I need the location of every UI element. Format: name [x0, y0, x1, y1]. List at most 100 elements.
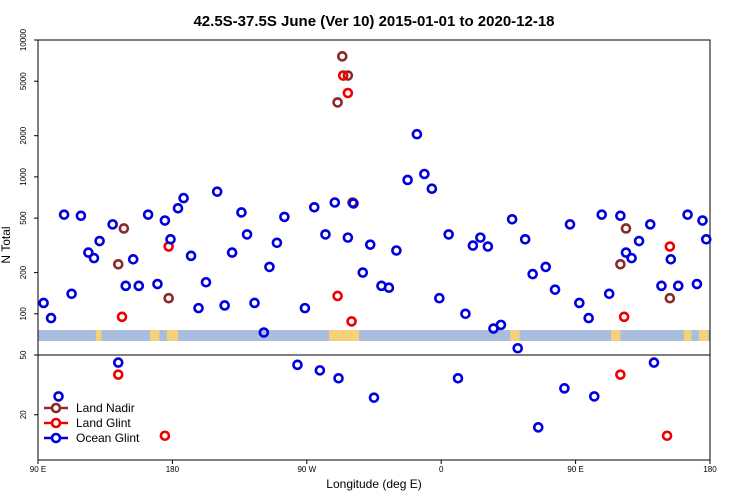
ocean-glint-point — [75, 210, 87, 222]
x-tick-label: 180 — [703, 465, 717, 474]
ocean-glint-point — [320, 229, 331, 240]
ocean-glint-point — [348, 198, 359, 209]
ocean-glint-point — [264, 261, 275, 273]
legend-marker — [50, 432, 62, 444]
y-tick-label: 50 — [19, 350, 28, 359]
y-tick-label: 1000 — [19, 167, 28, 185]
ocean-glint-point — [574, 297, 585, 309]
land-strip-segment — [150, 330, 160, 341]
land-nadir-point — [112, 258, 124, 270]
ocean-glint-point — [58, 209, 70, 220]
ocean-glint-point — [107, 219, 118, 230]
ocean-glint-point — [241, 229, 253, 240]
land-glint-point — [337, 70, 349, 81]
land-nadir-point — [336, 51, 348, 62]
land-glint-point — [346, 316, 357, 327]
legend-label: Land Nadir — [76, 401, 135, 415]
ocean-glint-point — [172, 202, 184, 214]
ocean-glint-point — [383, 282, 395, 294]
ocean-glint-point — [460, 308, 471, 320]
ocean-glint-point — [559, 383, 570, 394]
plot-frame — [37, 39, 711, 461]
land-strip-segment — [95, 330, 102, 341]
ocean-glint-point — [314, 365, 326, 376]
ocean-glint-point — [603, 288, 615, 300]
ocean-glint-point — [193, 302, 204, 314]
x-axis-title: Longitude (deg E) — [326, 477, 421, 491]
land-glint-point — [159, 430, 171, 442]
ocean-glint-point — [391, 245, 402, 256]
ocean-glint-point — [299, 302, 311, 314]
land-glint-point — [112, 369, 124, 380]
ocean-glint-point — [83, 247, 94, 258]
x-tick-label: 90 E — [567, 465, 583, 474]
ocean-glint-point — [682, 209, 693, 220]
ocean-glint-point — [292, 359, 303, 371]
ocean-glint-point — [53, 391, 64, 402]
ocean-glint-point — [88, 252, 100, 264]
land-nadir-point — [664, 292, 676, 304]
ocean-strip — [38, 330, 710, 341]
land-nadir-point — [163, 292, 174, 304]
ocean-glint-point — [549, 284, 561, 295]
ocean-glint-point — [112, 357, 124, 368]
ocean-glint-point — [434, 292, 445, 304]
ocean-glint-point — [271, 237, 283, 249]
ocean-glint-point — [342, 232, 354, 243]
land-strip-segment — [683, 330, 692, 341]
ocean-glint-point — [152, 278, 163, 290]
land-glint-point — [661, 430, 673, 442]
ocean-glint-point — [279, 211, 290, 223]
ocean-glint-point — [211, 186, 223, 197]
chart-title: 42.5S-37.5S June (Ver 10) 2015-01-01 to … — [193, 13, 554, 30]
y-axis-title: N Total — [0, 226, 13, 263]
ocean-glint-point — [127, 254, 139, 265]
land-glint-point — [664, 241, 676, 252]
ocean-glint-point — [583, 312, 594, 324]
land-nadir-point — [615, 258, 626, 270]
y-tick-label: 200 — [19, 265, 28, 279]
ocean-glint-point — [45, 312, 57, 324]
plot-area: 90 E 180 90 W 0 90 E 180 100 200 500 1000 2000 5000… — [19, 28, 717, 474]
ocean-glint-point — [665, 254, 677, 265]
land-nadir-point — [342, 70, 354, 81]
land-strip-segment — [510, 330, 520, 341]
y-tick-label: 20 — [19, 410, 28, 419]
ocean-glint-point — [364, 239, 376, 250]
land-glint-point — [116, 311, 128, 323]
ocean-glint-point — [308, 201, 320, 213]
ocean-glint-point — [697, 215, 708, 226]
land-strip-segment — [329, 330, 360, 341]
x-tick-label: 90 W — [297, 465, 316, 474]
ocean-glint-point — [357, 267, 369, 278]
ocean-glint-point — [626, 252, 637, 264]
ocean-glint-point — [475, 232, 486, 243]
legend-label: Land Glint — [76, 416, 131, 430]
y-tick-label: 5000 — [19, 72, 28, 90]
land-strip-segment — [166, 330, 178, 341]
ocean-glint-point — [142, 209, 154, 220]
ocean-glint-point — [236, 207, 247, 218]
ocean-glint-point — [426, 183, 438, 194]
ocean-glint-point — [620, 247, 632, 258]
ocean-glint-point — [596, 209, 608, 220]
ocean-glint-point — [540, 261, 552, 273]
land-nadir-point — [332, 97, 343, 108]
y-tick-label: 2000 — [19, 126, 28, 144]
ocean-glint-point — [648, 357, 660, 368]
ocean-glint-point — [165, 234, 176, 245]
ocean-glint-point — [133, 280, 145, 292]
y-tick-label: 100 — [19, 307, 28, 321]
x-tick-label: 90 E — [30, 465, 46, 474]
ocean-glint-point — [452, 372, 464, 384]
ocean-glint-point — [178, 192, 189, 204]
ocean-glint-point — [258, 327, 270, 338]
legend-label: Ocean Glint — [76, 431, 140, 445]
y-tick-label: 500 — [19, 211, 28, 225]
y-tick-label: 10000 — [19, 28, 28, 51]
ocean-glint-point — [329, 197, 341, 208]
ocean-glint-point — [411, 128, 423, 140]
x-tick-label: 0 — [439, 465, 444, 474]
ocean-glint-point — [200, 276, 212, 288]
